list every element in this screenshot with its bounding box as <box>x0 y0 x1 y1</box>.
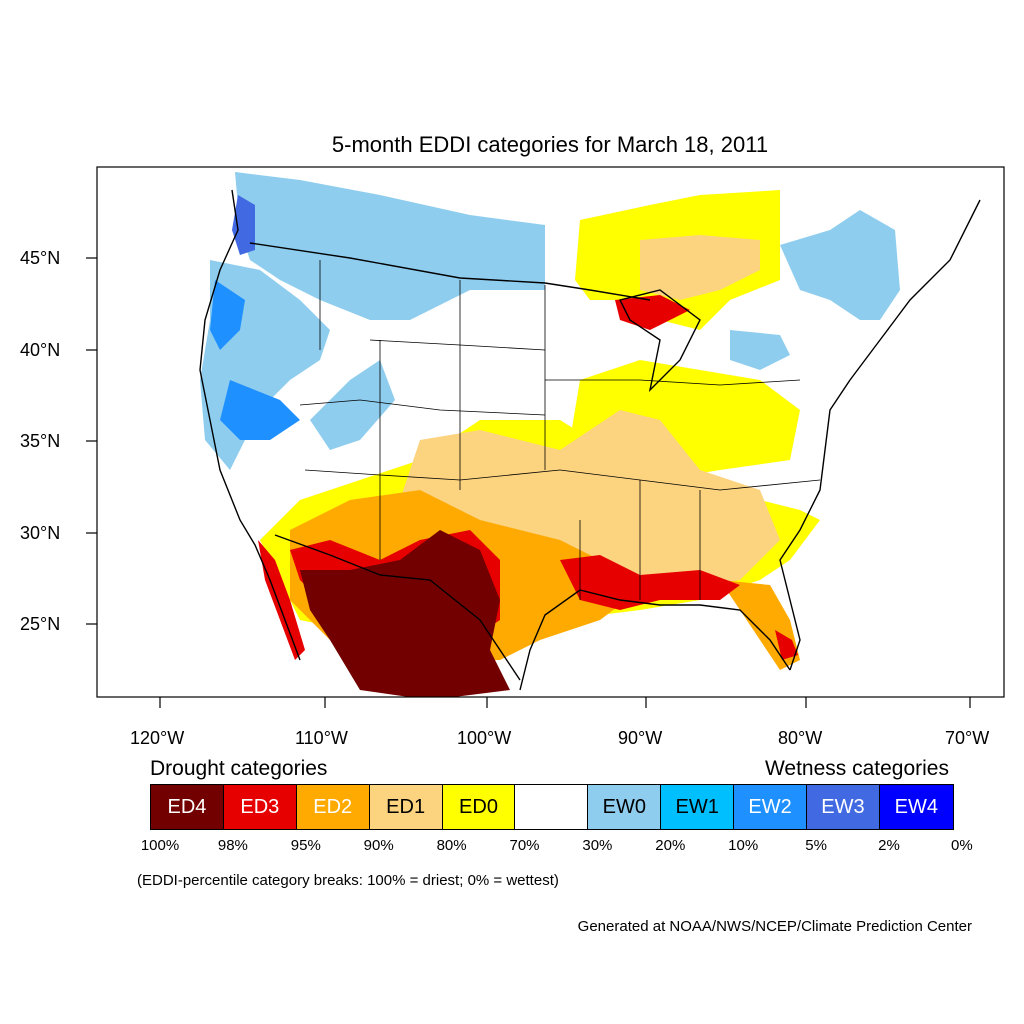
legend-category: EW1 <box>661 785 735 829</box>
coastline-gulf <box>519 589 791 691</box>
lon-label: 110°W <box>295 728 348 748</box>
wet-region-great-lakes-east <box>730 330 790 370</box>
drought-heading: Drought categories <box>150 757 328 780</box>
wet-region-pacific-coast <box>210 280 245 350</box>
coastline-east <box>779 199 981 671</box>
percentile-break: 70% <box>509 837 540 854</box>
percentile-break: 2% <box>878 837 900 854</box>
map-frame <box>96 166 1005 698</box>
lat-label: 45°N <box>20 248 61 268</box>
lat-label: 25°N <box>20 614 61 634</box>
lat-label: 35°N <box>20 431 61 451</box>
boundaries <box>199 189 981 691</box>
percentile-break: 80% <box>436 837 467 854</box>
credit-line: Generated at NOAA/NWS/NCEP/Climate Predi… <box>577 918 972 935</box>
state-lines <box>299 260 821 600</box>
legend-category: ED3 <box>223 785 297 829</box>
lon-label: 100°W <box>457 728 512 748</box>
wet-region-north-plains <box>235 172 545 320</box>
wet-region-washington <box>232 195 255 255</box>
dry-region-michigan-ed3 <box>615 295 690 330</box>
border-canada <box>249 242 651 301</box>
dry-region-florida-ed3 <box>775 630 798 660</box>
legend-category: ED4 <box>151 785 224 829</box>
dry-region-baja-ed3 <box>258 540 305 660</box>
percentile-break: 30% <box>582 837 613 854</box>
legend-category: EW2 <box>734 785 808 829</box>
lon-label: 120°W <box>130 728 185 748</box>
axis-ticks <box>86 257 971 708</box>
map-title: 5-month EDDI categories for March 18, 20… <box>331 132 769 157</box>
lon-label: 70°W <box>945 728 990 748</box>
percentile-break: 90% <box>363 837 394 854</box>
percentile-break: 95% <box>290 837 321 854</box>
lon-label: 80°W <box>778 728 823 748</box>
lon-label: 90°W <box>618 728 663 748</box>
lat-label: 40°N <box>20 340 61 360</box>
map-fill-layer <box>200 172 900 697</box>
dry-region-mexico-ed4 <box>300 530 510 697</box>
dry-region-upper-midwest-ed1 <box>640 235 760 300</box>
percentile-break: 0% <box>951 837 973 854</box>
percentile-break: 5% <box>805 837 827 854</box>
percentile-break: 100% <box>140 837 180 854</box>
great-lakes <box>618 289 701 393</box>
percentile-break: 10% <box>728 837 759 854</box>
border-mexico <box>274 534 521 681</box>
legend-category <box>515 785 589 829</box>
percentile-break: 20% <box>655 837 686 854</box>
lat-label: 30°N <box>20 523 61 543</box>
coastline-west <box>199 189 301 661</box>
legend-category: ED2 <box>296 785 370 829</box>
legend-category: ED1 <box>369 785 443 829</box>
wet-region-california <box>220 380 300 440</box>
wet-region-northeast <box>780 210 900 320</box>
legend-category: EW0 <box>588 785 662 829</box>
legend-category: ED0 <box>442 785 516 829</box>
legend-category: EW4 <box>879 785 953 829</box>
legend-note: (EDDI-percentile category breaks: 100% =… <box>137 872 559 889</box>
category-legend: ED4 ED3 ED2 ED1 ED0 EW0 EW1 EW2 EW3 EW4 <box>150 784 954 830</box>
wet-region-rockies <box>310 360 395 450</box>
percentile-break: 98% <box>217 837 248 854</box>
legend-category: EW3 <box>807 785 880 829</box>
wetness-heading: Wetness categories <box>764 757 949 780</box>
